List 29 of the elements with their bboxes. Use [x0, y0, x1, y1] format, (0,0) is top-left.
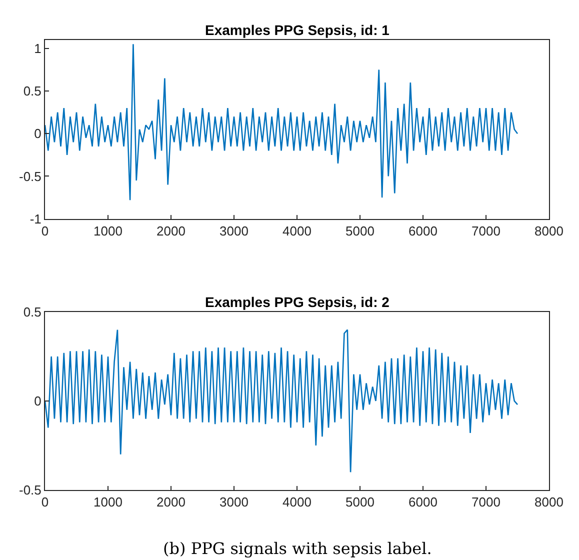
x-tick-label: 4000: [282, 223, 312, 238]
x-tick-label: 6000: [408, 223, 438, 238]
x-tick-label: 4000: [282, 494, 312, 510]
y-tick-label: -0.5: [18, 482, 42, 498]
y-tick-label: 0.5: [23, 84, 42, 99]
x-tick-label: 2000: [156, 494, 186, 510]
chart-title: Examples PPG Sepsis, id: 1: [205, 22, 390, 38]
x-tick-label: 7000: [472, 223, 500, 238]
x-tick-label: 7000: [472, 494, 500, 510]
x-tick-label: 1000: [94, 494, 122, 510]
x-tick-label: 2000: [156, 223, 186, 238]
y-tick-label: -0.5: [18, 168, 42, 184]
y-tick-label: 1: [34, 40, 42, 56]
line-series: [45, 43, 518, 201]
line-series: [45, 329, 518, 473]
x-tick-label: 6000: [408, 494, 438, 510]
y-tick-label: 0: [34, 394, 42, 409]
x-tick-label: 8000: [534, 494, 564, 510]
x-tick-label: 5000: [346, 223, 374, 238]
x-tick-label: 8000: [534, 223, 564, 238]
x-tick-label: 5000: [346, 494, 374, 510]
x-tick-label: 1000: [94, 223, 122, 238]
x-tick-label: 3000: [220, 494, 248, 510]
y-tick-label: 0.5: [23, 304, 42, 320]
y-tick-label: -1: [30, 211, 42, 226]
x-tick-label: 3000: [220, 223, 248, 238]
y-tick-label: 0: [34, 126, 42, 142]
chart-title: Examples PPG Sepsis, id: 2: [205, 294, 390, 310]
text: (b) PPG signals with sepsis label.: [163, 539, 432, 558]
